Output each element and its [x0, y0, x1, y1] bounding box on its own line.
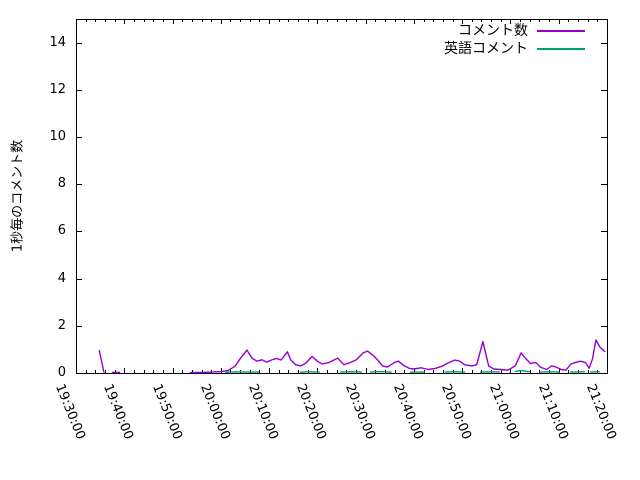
series-line-0: [98, 349, 105, 373]
y-tick-label: 14: [49, 34, 66, 50]
y-tick-label: 10: [49, 129, 66, 144]
legend-line-sample: [537, 48, 585, 50]
y-tick-label: 4: [57, 270, 66, 286]
legend-item-0: コメント数: [444, 22, 585, 40]
series-line-0: [189, 339, 606, 374]
series-line-1: [299, 371, 320, 373]
y-tick-label: 12: [49, 81, 66, 97]
legend-item-1: 英語コメント: [444, 40, 585, 58]
y-tick-label: 8: [57, 176, 66, 192]
y-tick-label: 6: [57, 223, 66, 239]
series-line-1: [514, 369, 530, 373]
y-tick-label: 0: [57, 365, 66, 380]
y-tick-label: 2: [57, 317, 66, 333]
legend-label: コメント数: [458, 23, 528, 39]
series-line-1: [369, 370, 392, 373]
legend-line-sample: [537, 30, 585, 32]
legend: コメント数英語コメント: [444, 22, 585, 58]
legend-label: 英語コメント: [444, 41, 528, 57]
plot-border: [76, 19, 608, 374]
series-line-1: [225, 371, 260, 373]
